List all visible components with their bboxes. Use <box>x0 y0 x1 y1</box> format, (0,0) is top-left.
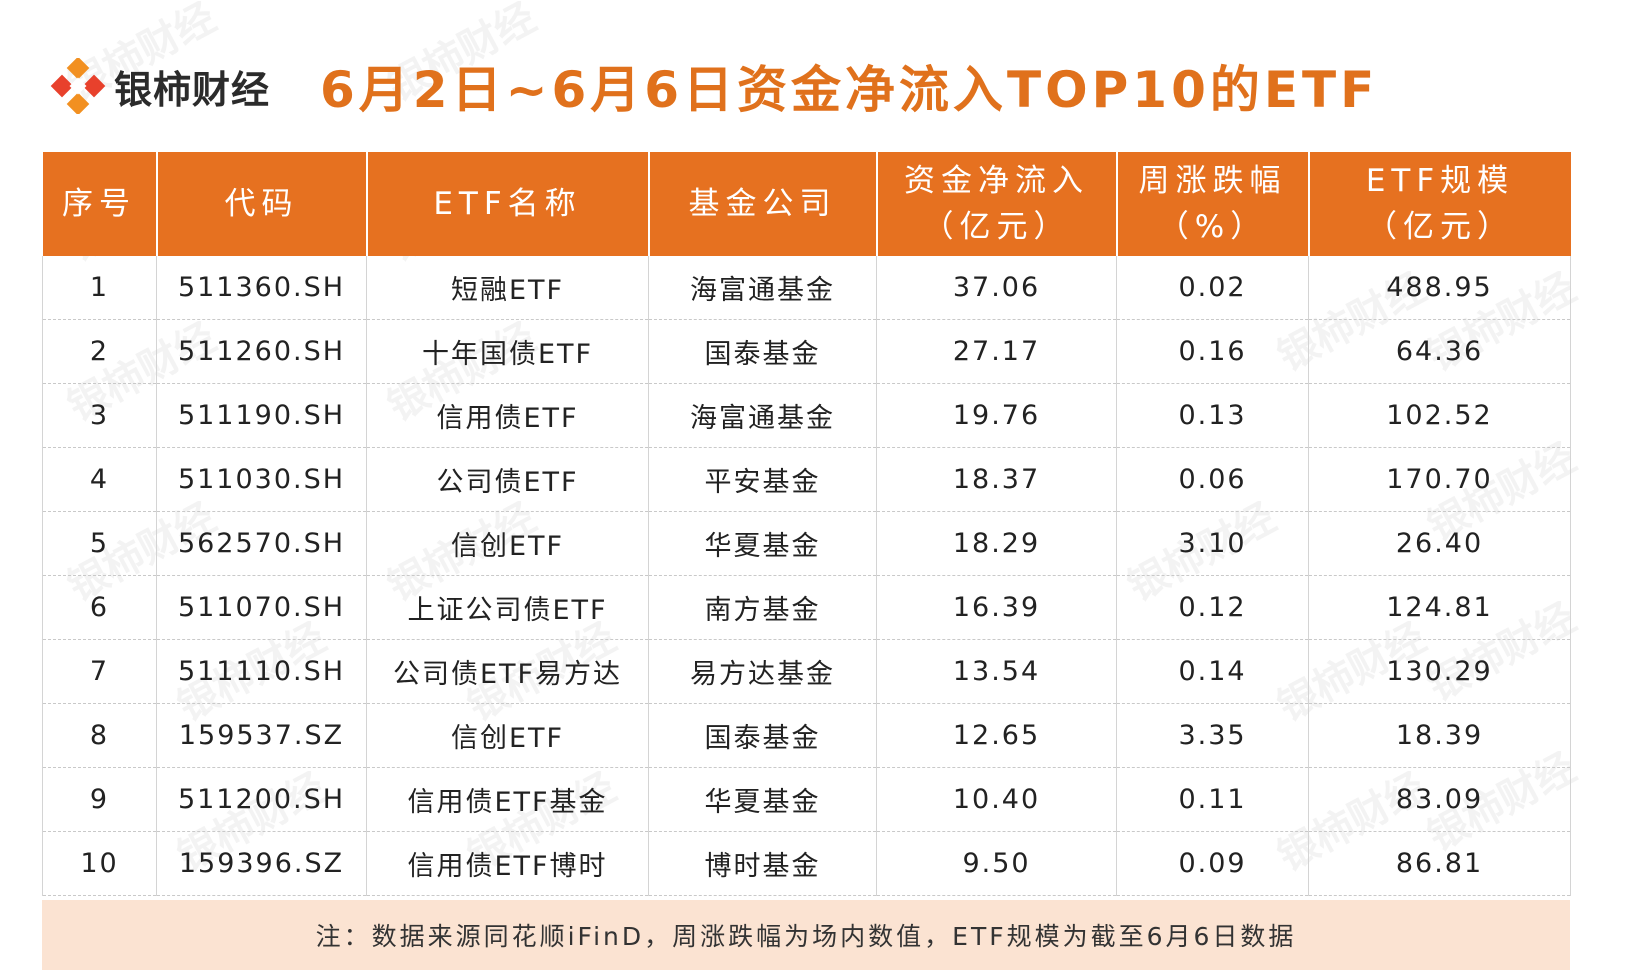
table-body: 1 511360.SH 短融ETF 海富通基金 37.06 0.02 488.95 2 5112… <box>42 256 1571 896</box>
cell-etf-size: 18.39 <box>1308 703 1571 768</box>
cell-etf-size: 102.52 <box>1308 383 1571 448</box>
header-etf-name: ETF名称 <box>366 152 650 256</box>
table-row: 5 562570.SH 信创ETF 华夏基金 18.29 3.10 26.40 <box>42 511 1571 576</box>
cell-index: 2 <box>42 319 157 384</box>
table-row: 3 511190.SH 信用债ETF 海富通基金 19.76 0.13 102.52 <box>42 383 1571 448</box>
cell-fund-company: 海富通基金 <box>648 383 877 448</box>
cell-etf-size: 26.40 <box>1308 511 1571 576</box>
table-row: 6 511070.SH 上证公司债ETF 南方基金 16.39 0.12 124.81 <box>42 575 1571 640</box>
table-row: 10 159396.SZ 信用债ETF博时 博时基金 9.50 0.09 86.81 <box>42 831 1571 896</box>
cell-fund-company: 平安基金 <box>648 447 877 512</box>
cell-net-inflow: 27.17 <box>876 319 1117 384</box>
cell-etf-name: 信用债ETF博时 <box>366 831 649 896</box>
cell-index: 5 <box>42 511 157 576</box>
cell-index: 6 <box>42 575 157 640</box>
logo-diamond-icon <box>50 58 106 114</box>
cell-etf-name: 信用债ETF基金 <box>366 767 649 832</box>
cell-etf-size: 130.29 <box>1308 639 1571 704</box>
cell-fund-company: 南方基金 <box>648 575 877 640</box>
header-weekly-change: 周涨跌幅 （%） <box>1116 152 1310 256</box>
brand-name: 银柿财经 <box>114 67 271 112</box>
cell-index: 7 <box>42 639 157 704</box>
page-title: 6月2日~6月6日资金净流入TOP10的ETF <box>320 61 1379 119</box>
cell-weekly-change: 0.12 <box>1116 575 1309 640</box>
cell-weekly-change: 0.16 <box>1116 319 1309 384</box>
cell-etf-size: 124.81 <box>1308 575 1571 640</box>
cell-etf-name: 公司债ETF <box>366 447 649 512</box>
cell-code: 159396.SZ <box>156 831 367 896</box>
cell-index: 10 <box>42 831 157 896</box>
footnote: 注：数据来源同花顺iFinD，周涨跌幅为场内数值，ETF规模为截至6月6日数据 <box>42 900 1570 970</box>
header-code: 代码 <box>156 152 368 256</box>
table-header-row: 序号 代码 ETF名称 基金公司 资金净流入 （亿元） 周涨跌幅 （%） ETF规模 （亿元） <box>42 152 1571 256</box>
cell-weekly-change: 0.14 <box>1116 639 1309 704</box>
cell-fund-company: 华夏基金 <box>648 767 877 832</box>
cell-fund-company: 博时基金 <box>648 831 877 896</box>
cell-weekly-change: 0.06 <box>1116 447 1309 512</box>
cell-weekly-change: 3.35 <box>1116 703 1309 768</box>
header-fund-company: 基金公司 <box>648 152 878 256</box>
cell-weekly-change: 0.02 <box>1116 256 1309 320</box>
cell-net-inflow: 12.65 <box>876 703 1117 768</box>
cell-etf-name: 信创ETF <box>366 703 649 768</box>
cell-code: 511070.SH <box>156 575 367 640</box>
table-row: 8 159537.SZ 信创ETF 国泰基金 12.65 3.35 18.39 <box>42 703 1571 768</box>
cell-net-inflow: 9.50 <box>876 831 1117 896</box>
cell-etf-name: 上证公司债ETF <box>366 575 649 640</box>
cell-code: 511260.SH <box>156 319 367 384</box>
etf-inflow-table: 序号 代码 ETF名称 基金公司 资金净流入 （亿元） 周涨跌幅 （%） ETF规模 （亿元） 1… <box>42 152 1571 896</box>
table-row: 7 511110.SH 公司债ETF易方达 易方达基金 13.54 0.14 130.29 <box>42 639 1571 704</box>
cell-net-inflow: 13.54 <box>876 639 1117 704</box>
cell-etf-name: 十年国债ETF <box>366 319 649 384</box>
header: 银柿财经 6月2日~6月6日资金净流入TOP10的ETF <box>0 0 1628 150</box>
brand-logo: 银柿财经 <box>50 58 270 114</box>
cell-etf-size: 488.95 <box>1308 256 1571 320</box>
cell-etf-size: 86.81 <box>1308 831 1571 896</box>
cell-weekly-change: 0.13 <box>1116 383 1309 448</box>
cell-code: 511360.SH <box>156 256 367 320</box>
etf-table-container: 序号 代码 ETF名称 基金公司 资金净流入 （亿元） 周涨跌幅 （%） ETF规模 （亿元） 1… <box>42 152 1571 896</box>
cell-etf-name: 短融ETF <box>366 256 649 320</box>
cell-net-inflow: 19.76 <box>876 383 1117 448</box>
cell-etf-size: 64.36 <box>1308 319 1571 384</box>
header-net-inflow: 资金净流入 （亿元） <box>876 152 1118 256</box>
cell-code: 511110.SH <box>156 639 367 704</box>
cell-net-inflow: 37.06 <box>876 256 1117 320</box>
cell-etf-name: 公司债ETF易方达 <box>366 639 649 704</box>
cell-index: 3 <box>42 383 157 448</box>
cell-code: 511190.SH <box>156 383 367 448</box>
cell-fund-company: 华夏基金 <box>648 511 877 576</box>
cell-index: 9 <box>42 767 157 832</box>
cell-code: 511200.SH <box>156 767 367 832</box>
table-row: 2 511260.SH 十年国债ETF 国泰基金 27.17 0.16 64.36 <box>42 319 1571 384</box>
header-etf-size: ETF规模 （亿元） <box>1308 152 1571 256</box>
cell-etf-name: 信创ETF <box>366 511 649 576</box>
cell-etf-name: 信用债ETF <box>366 383 649 448</box>
table-row: 1 511360.SH 短融ETF 海富通基金 37.06 0.02 488.95 <box>42 256 1571 320</box>
cell-fund-company: 易方达基金 <box>648 639 877 704</box>
cell-etf-size: 83.09 <box>1308 767 1571 832</box>
table-row: 9 511200.SH 信用债ETF基金 华夏基金 10.40 0.11 83.09 <box>42 767 1571 832</box>
cell-code: 511030.SH <box>156 447 367 512</box>
header-index: 序号 <box>42 152 158 256</box>
cell-weekly-change: 3.10 <box>1116 511 1309 576</box>
cell-code: 562570.SH <box>156 511 367 576</box>
cell-net-inflow: 18.37 <box>876 447 1117 512</box>
table-row: 4 511030.SH 公司债ETF 平安基金 18.37 0.06 170.70 <box>42 447 1571 512</box>
cell-fund-company: 国泰基金 <box>648 319 877 384</box>
cell-fund-company: 海富通基金 <box>648 256 877 320</box>
cell-etf-size: 170.70 <box>1308 447 1571 512</box>
cell-net-inflow: 18.29 <box>876 511 1117 576</box>
cell-index: 8 <box>42 703 157 768</box>
cell-net-inflow: 10.40 <box>876 767 1117 832</box>
cell-weekly-change: 0.09 <box>1116 831 1309 896</box>
cell-code: 159537.SZ <box>156 703 367 768</box>
cell-net-inflow: 16.39 <box>876 575 1117 640</box>
cell-index: 1 <box>42 256 157 320</box>
cell-fund-company: 国泰基金 <box>648 703 877 768</box>
cell-weekly-change: 0.11 <box>1116 767 1309 832</box>
cell-index: 4 <box>42 447 157 512</box>
